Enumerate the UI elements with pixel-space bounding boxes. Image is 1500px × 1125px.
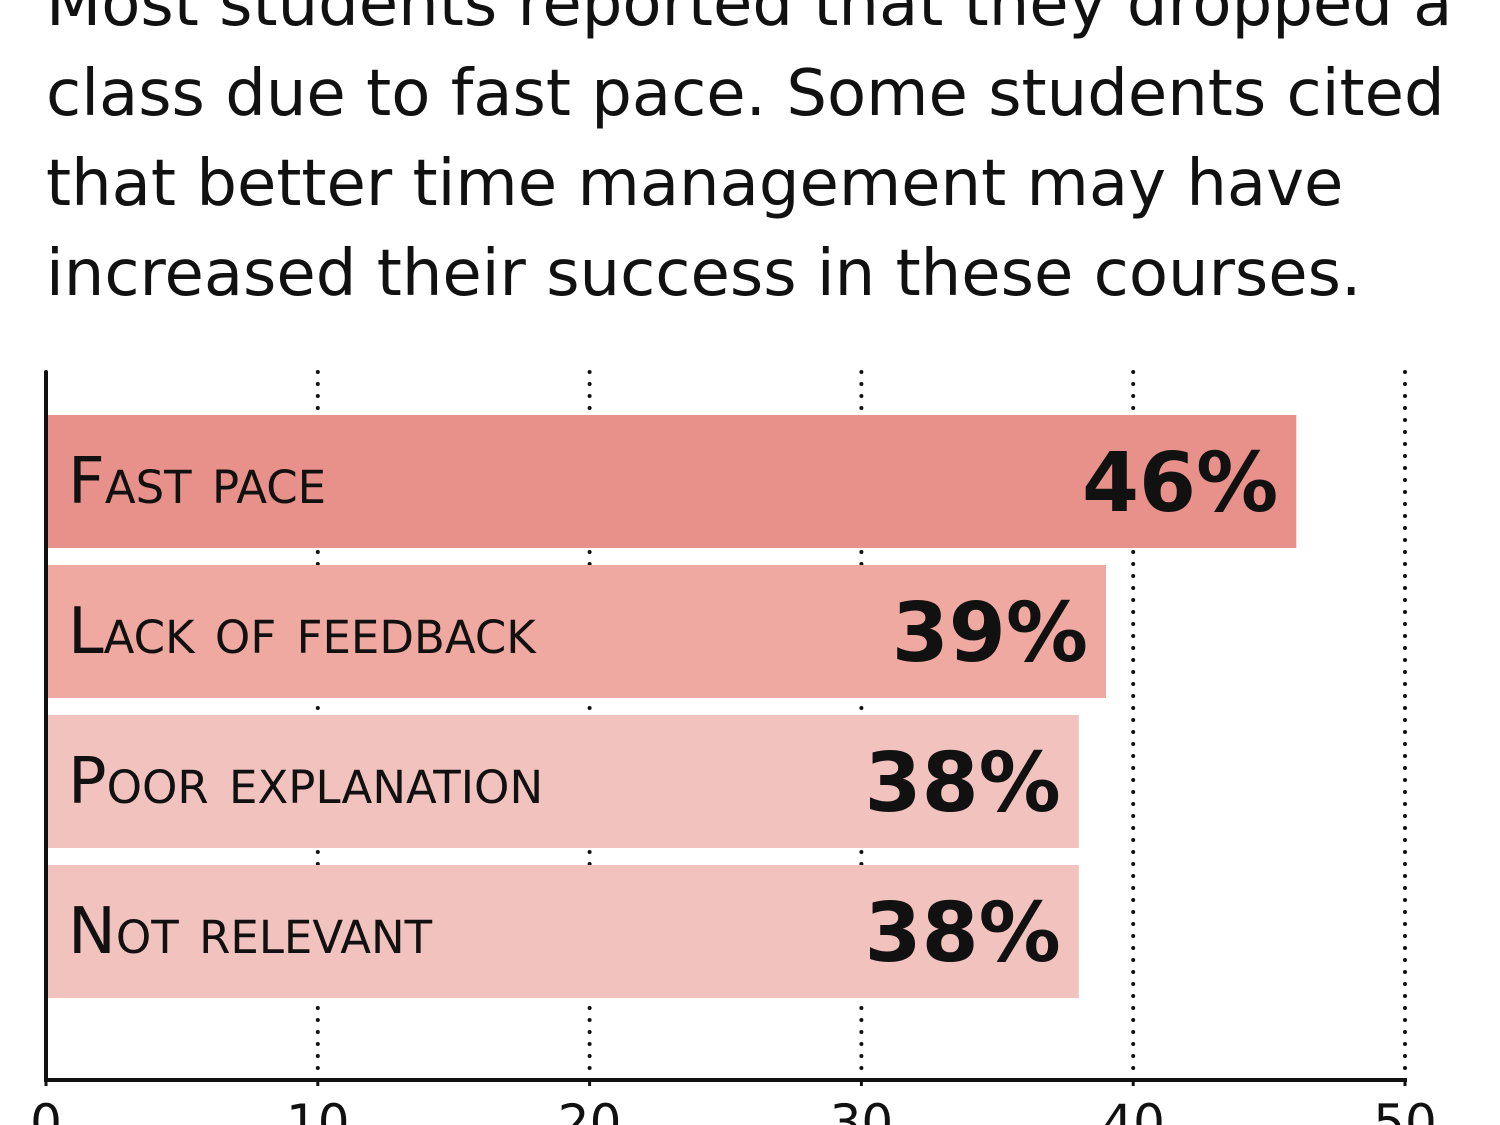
title-line: Most students reported that they dropped… xyxy=(46,0,1452,41)
title-line: increased their success in these courses… xyxy=(46,237,1361,311)
value-label: 46% xyxy=(1082,436,1278,531)
bar xyxy=(46,565,1107,698)
category-label: Not relevant xyxy=(68,895,433,969)
value-label: 39% xyxy=(892,586,1088,681)
category-label: Poor explanation xyxy=(68,745,543,819)
x-tick-label: 10 xyxy=(286,1094,350,1125)
title-line: that better time management may have xyxy=(46,147,1343,221)
x-tick-label: 50 xyxy=(1373,1094,1437,1125)
bar xyxy=(46,715,1079,848)
value-label: 38% xyxy=(865,886,1061,981)
value-label: 38% xyxy=(865,736,1061,831)
x-tick-label: 30 xyxy=(830,1094,894,1125)
x-tick-label: 20 xyxy=(558,1094,622,1125)
category-label: Fast pace xyxy=(68,445,326,519)
bar xyxy=(46,865,1079,998)
title-line: class due to fast pace. Some students ci… xyxy=(46,57,1445,131)
bar xyxy=(46,415,1297,548)
x-tick-label: 40 xyxy=(1101,1094,1165,1125)
x-tick-label: 0 xyxy=(30,1094,62,1125)
category-label: Lack of feedback xyxy=(68,595,537,669)
